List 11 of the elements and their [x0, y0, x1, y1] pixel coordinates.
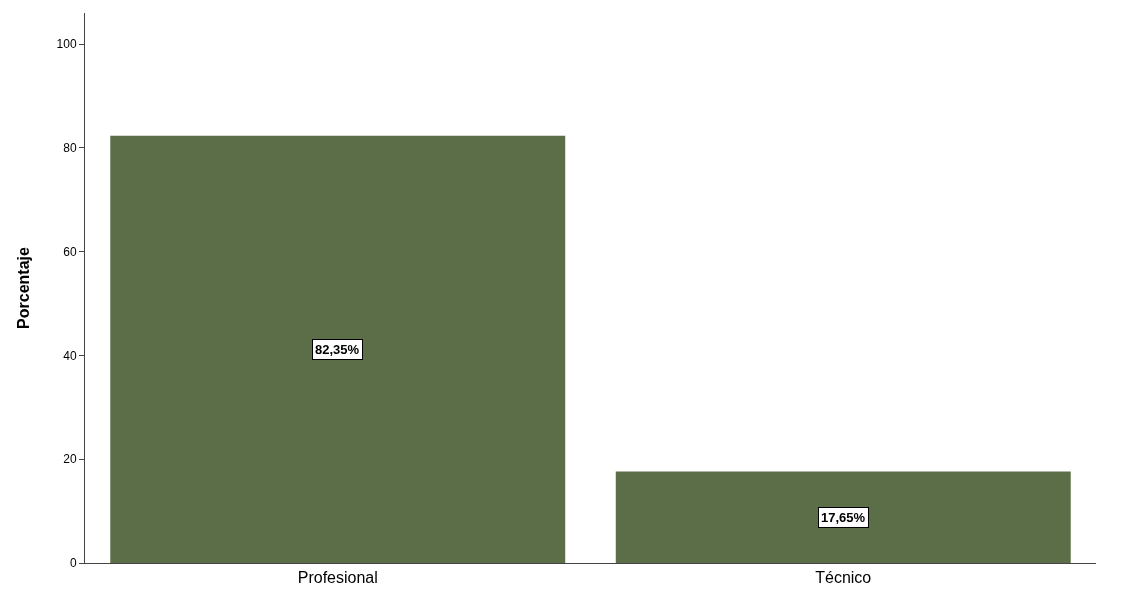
y-tick-label: 0 — [69, 556, 77, 571]
x-tick-label: Técnico — [815, 569, 872, 587]
y-tick-label: 80 — [63, 141, 77, 156]
x-tick-label: Profesional — [297, 569, 378, 587]
y-tick-label: 40 — [63, 348, 77, 363]
data-label: 17,65% — [821, 510, 866, 525]
y-axis-title: Porcentaje — [15, 246, 33, 329]
y-tick-label: 100 — [56, 37, 77, 52]
y-tick-label: 20 — [63, 452, 77, 467]
data-label: 82,35% — [315, 342, 360, 357]
y-tick-label: 60 — [63, 244, 77, 259]
